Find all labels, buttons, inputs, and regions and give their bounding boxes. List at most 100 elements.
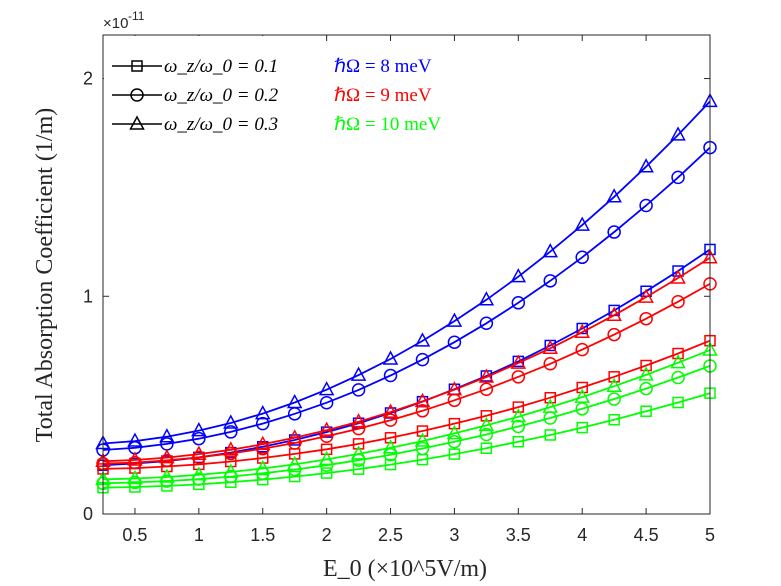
x-tick-label: 2.5 xyxy=(378,525,403,545)
data-point-4-14 xyxy=(543,357,558,371)
data-point-5-8 xyxy=(350,413,367,428)
data-point-6-5 xyxy=(256,473,269,486)
data-point-5-2 xyxy=(159,449,175,464)
data-point-5-7 xyxy=(318,421,335,436)
x-tick-label: 5 xyxy=(705,525,715,545)
legend-marker-2 xyxy=(129,115,145,130)
data-point-8-4 xyxy=(223,463,239,478)
legend-label-2: ω_z/ω_0 = 0.3 xyxy=(164,114,278,135)
series-8 xyxy=(95,341,718,486)
data-point-1-16 xyxy=(607,225,621,239)
data-point-7-18 xyxy=(671,370,685,385)
data-point-8-9 xyxy=(382,439,399,454)
data-point-7-15 xyxy=(575,402,589,416)
data-point-2-3 xyxy=(191,422,207,437)
legend-marker-0 xyxy=(131,60,143,72)
data-point-5-6 xyxy=(286,429,303,444)
data-point-2-13 xyxy=(510,268,527,283)
x-tick-label: 2 xyxy=(322,525,332,545)
data-point-0-18 xyxy=(672,265,684,277)
data-point-6-9 xyxy=(384,458,397,471)
data-point-5-13 xyxy=(510,354,527,369)
data-point-1-12 xyxy=(479,316,494,331)
data-point-8-7 xyxy=(318,450,335,466)
data-point-2-6 xyxy=(286,393,303,409)
data-point-5-11 xyxy=(446,381,463,396)
x-tick-label: 1.5 xyxy=(250,525,275,545)
data-point-7-13 xyxy=(511,419,526,434)
data-point-1-3 xyxy=(192,431,206,446)
x-axis: 0.5 1 1.5 2 2.5 3 3.5 4 4.5 5 xyxy=(122,35,715,545)
y-tick-label: 0 xyxy=(83,504,93,524)
data-point-7-9 xyxy=(383,448,398,462)
data-point-0-15 xyxy=(576,322,588,335)
data-point-6-7 xyxy=(320,467,333,479)
data-point-3-15 xyxy=(576,381,588,394)
data-point-3-17 xyxy=(640,359,652,372)
data-point-1-13 xyxy=(511,296,526,310)
data-point-3-10 xyxy=(416,425,429,437)
y-tick-label: 1 xyxy=(83,286,93,306)
data-point-1-18 xyxy=(671,170,685,185)
data-point-4-13 xyxy=(511,370,526,384)
data-point-3-9 xyxy=(384,432,397,444)
y-exponent: ×10 -11 xyxy=(103,9,145,32)
energy-annotations: ℏΩ = 8 meV ℏΩ = 9 meV ℏΩ = 10 meV xyxy=(334,56,441,135)
data-point-4-8 xyxy=(351,421,366,436)
data-point-3-18 xyxy=(672,347,684,360)
data-point-4-15 xyxy=(575,342,589,357)
axes-box xyxy=(102,34,711,515)
data-point-8-8 xyxy=(350,445,367,460)
y-axis: 0 1 2 xyxy=(83,69,710,524)
legend: ω_z/ω_0 = 0.1 ω_z/ω_0 = 0.2 ω_z/ω_0 = 0.… xyxy=(104,36,318,136)
data-point-2-8 xyxy=(350,366,367,381)
data-point-3-13 xyxy=(512,401,525,413)
data-point-1-17 xyxy=(639,198,653,213)
data-point-2-15 xyxy=(574,216,590,231)
y-exponent-power: -11 xyxy=(128,9,145,23)
data-point-4-9 xyxy=(383,413,398,427)
data-point-5-16 xyxy=(606,306,622,321)
data-point-4-16 xyxy=(607,327,621,342)
data-point-2-10 xyxy=(414,332,431,347)
data-point-5-17 xyxy=(638,288,654,303)
data-point-7-12 xyxy=(479,427,494,442)
data-point-5-1 xyxy=(127,451,143,466)
data-point-2-4 xyxy=(223,414,239,429)
x-tick-label: 3 xyxy=(449,525,459,545)
data-point-3-12 xyxy=(480,410,493,422)
data-point-3-14 xyxy=(544,391,557,404)
annotation-10mev: ℏΩ = 10 meV xyxy=(334,114,441,135)
legend-label-0: ω_z/ω_0 = 0.1 xyxy=(164,56,278,77)
data-point-1-9 xyxy=(383,368,398,383)
data-point-8-18 xyxy=(670,354,686,369)
data-point-4-17 xyxy=(639,311,653,326)
data-point-3-11 xyxy=(448,417,461,430)
data-point-5-14 xyxy=(542,339,559,355)
data-point-6-12 xyxy=(480,442,493,454)
data-point-1-14 xyxy=(543,274,558,288)
data-point-6-14 xyxy=(544,429,557,441)
data-point-6-16 xyxy=(608,413,620,426)
x-tick-label: 4 xyxy=(577,525,587,545)
data-point-1-8 xyxy=(351,383,366,397)
data-point-6-11 xyxy=(448,448,461,460)
data-point-5-9 xyxy=(382,403,399,418)
series-2 xyxy=(95,92,718,450)
data-point-5-3 xyxy=(191,445,207,460)
data-point-1-10 xyxy=(415,352,430,367)
data-point-4-18 xyxy=(671,294,685,309)
data-point-2-14 xyxy=(542,243,559,258)
data-point-8-3 xyxy=(191,466,207,481)
data-point-6-18 xyxy=(672,396,684,409)
data-point-1-4 xyxy=(224,425,238,439)
y-exponent-base: ×10 xyxy=(103,15,128,32)
data-point-2-9 xyxy=(382,350,399,365)
data-point-6-15 xyxy=(576,421,588,434)
data-point-2-11 xyxy=(446,312,463,327)
data-point-8-1 xyxy=(127,469,143,485)
series-layer xyxy=(95,92,718,494)
legend-marker-1 xyxy=(130,88,144,102)
data-point-2-2 xyxy=(159,428,175,443)
